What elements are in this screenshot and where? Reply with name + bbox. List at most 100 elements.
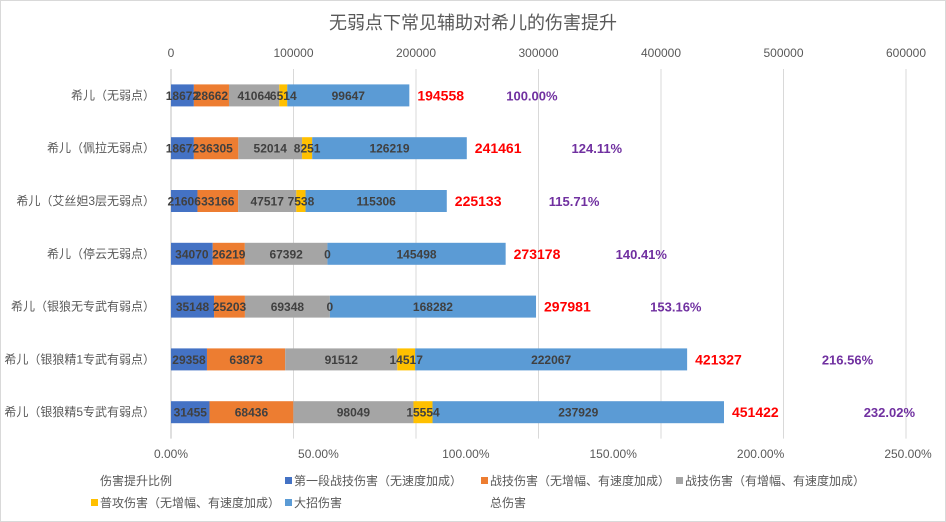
segment-label: 34070 <box>175 247 209 261</box>
bar-segment <box>413 401 433 424</box>
x-axis-top: 0 100000 200000 300000 400000 500000 600000 <box>168 46 927 60</box>
segment-label: 69348 <box>271 300 305 314</box>
bar-segment <box>312 137 467 160</box>
segment-label: 91512 <box>325 353 359 367</box>
bar-segment <box>214 295 245 318</box>
bar-segment <box>206 348 286 371</box>
bar-segment <box>285 348 398 371</box>
legend-marker <box>285 477 292 484</box>
bar-segment <box>171 401 210 424</box>
segment-label: 7538 <box>288 195 315 209</box>
x-bottom-tick-label: 250.00% <box>884 447 932 461</box>
bar-segment <box>279 84 288 107</box>
segment-label: 115306 <box>356 195 396 209</box>
bar-segment <box>238 137 303 160</box>
segment-label: 36305 <box>199 142 233 156</box>
bar-segment <box>244 295 330 318</box>
segment-label: 68436 <box>235 406 269 420</box>
legend-label: 大招伤害 <box>294 495 342 510</box>
legend: 伤害提升比例 第一段战技伤害（无速度加成） 战技伤害（无增幅、有速度加成） 战技伤害（… <box>91 473 865 510</box>
legend-item: 第一段战技伤害（无速度加成） <box>285 473 462 488</box>
bar-segment <box>171 295 215 318</box>
bar-segment <box>197 190 239 212</box>
bar-segment <box>171 242 213 265</box>
x-top-tick-label: 500000 <box>763 46 803 60</box>
ratio-label: 153.16% <box>650 300 702 315</box>
segment-label: 0 <box>327 300 334 314</box>
category-label: 希儿（停云无弱点） <box>47 246 155 261</box>
x-bottom-tick-label: 50.00% <box>298 447 339 461</box>
category-label: 希儿（银狼精5专武有弱点） <box>4 404 155 419</box>
segment-label: 41064 <box>237 89 271 103</box>
bar-segment <box>171 84 194 107</box>
bar-segment <box>238 190 297 212</box>
segment-label: 168282 <box>413 300 453 314</box>
bar-segment <box>171 190 198 212</box>
legend-marker <box>91 499 98 506</box>
x-bottom-tick-label: 100.00% <box>442 447 490 461</box>
total-label: 241461 <box>475 140 522 156</box>
bar-segment <box>171 348 207 371</box>
bar-segment <box>305 190 447 212</box>
ratio-label: 124.11% <box>572 141 623 156</box>
legend-label: 第一段战技伤害（无速度加成） <box>294 473 462 488</box>
total-label: 297981 <box>544 299 591 315</box>
segment-label: 145498 <box>397 247 437 261</box>
bar-segment <box>209 401 294 424</box>
chart-title: 无弱点下常见辅助对希儿的伤害提升 <box>329 13 617 33</box>
segment-label: 126219 <box>369 142 409 156</box>
total-label: 194558 <box>417 87 464 103</box>
x-top-tick-label: 200000 <box>396 46 436 60</box>
x-top-tick-label: 0 <box>168 46 175 60</box>
category-label: 希儿（艾丝妲3层无弱点） <box>16 193 155 208</box>
bar-segment <box>432 401 724 424</box>
legend-marker <box>481 477 488 484</box>
segment-label: 222067 <box>531 353 571 367</box>
category-axis: 希儿（无弱点） 希儿（佩拉无弱点） 希儿（艾丝妲3层无弱点） 希儿（停云无弱点） 希儿（… <box>4 87 155 419</box>
bar-segment <box>415 348 688 371</box>
segment-label: 21606 <box>168 195 202 209</box>
legend-label: 战技伤害（无增幅、有速度加成） <box>490 473 670 488</box>
bar-segment <box>244 242 328 265</box>
bar-segment <box>293 401 414 424</box>
segment-label: 67392 <box>269 247 303 261</box>
segment-label: 33166 <box>201 195 235 209</box>
bar-segment <box>171 137 194 160</box>
ratio-label: 140.41% <box>616 247 668 262</box>
total-label: 225133 <box>455 193 502 209</box>
bar-segment <box>193 137 239 160</box>
x-top-tick-label: 400000 <box>641 46 681 60</box>
bars <box>171 84 724 424</box>
bar-segment <box>212 242 245 265</box>
gridlines <box>293 69 907 439</box>
category-label: 希儿（银狼无专武有弱点） <box>11 299 155 314</box>
segment-label: 63873 <box>229 353 263 367</box>
segment-label: 18672 <box>166 89 200 103</box>
ratio-label: 232.02% <box>864 405 916 420</box>
ratio-label: 216.56% <box>822 352 874 367</box>
legend-item: 战技伤害（无增幅、有速度加成） <box>481 473 670 488</box>
bar-segment <box>302 137 313 160</box>
category-label: 希儿（银狼精1专武有弱点） <box>4 351 155 366</box>
legend-label: 普攻伤害（无增幅、有速度加成） <box>100 495 280 510</box>
bar-segment <box>327 242 506 265</box>
segment-label: 8251 <box>294 142 321 156</box>
legend-item: 普攻伤害（无增幅、有速度加成） <box>91 495 280 510</box>
segment-label: 6514 <box>270 89 297 103</box>
bar-segment <box>193 84 229 107</box>
segment-label: 28662 <box>195 89 229 103</box>
segment-label: 237929 <box>558 406 598 420</box>
segment-label: 0 <box>324 247 331 261</box>
segment-label: 25203 <box>213 300 247 314</box>
bar-segment <box>397 348 416 371</box>
x-bottom-tick-label: 0.00% <box>154 447 188 461</box>
segment-label: 99647 <box>332 89 366 103</box>
x-top-tick-label: 600000 <box>886 46 926 60</box>
segment-label: 47517 <box>251 195 285 209</box>
segment-label: 14517 <box>390 353 424 367</box>
legend-item: 总伤害 <box>490 495 526 510</box>
segment-label: 31455 <box>174 406 208 420</box>
legend-item: 大招伤害 <box>285 495 342 510</box>
total-label: 421327 <box>695 351 742 367</box>
